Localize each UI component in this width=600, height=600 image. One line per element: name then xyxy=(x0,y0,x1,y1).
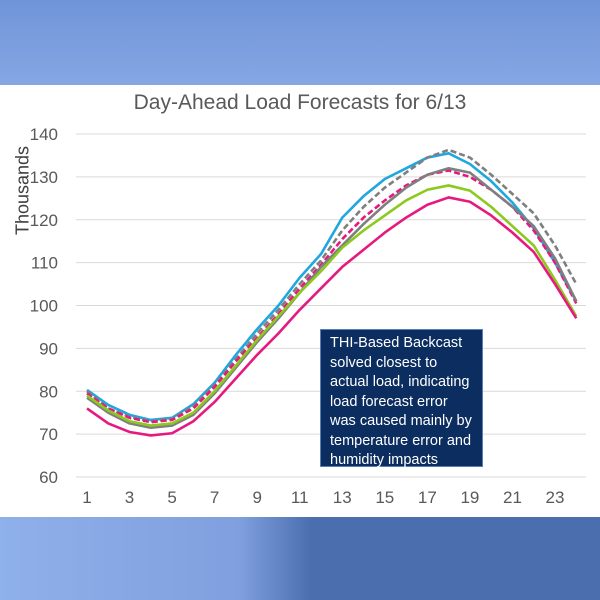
y-tick-label: 120 xyxy=(30,211,58,230)
x-tick-label: 13 xyxy=(333,488,352,507)
series-line-6 xyxy=(86,196,578,437)
x-tick-label: 19 xyxy=(460,488,479,507)
chart-card xyxy=(0,85,600,517)
y-tick-label: 70 xyxy=(39,425,58,444)
x-tick-label: 21 xyxy=(503,488,522,507)
blurred-background xyxy=(0,517,600,600)
y-tick-label: 100 xyxy=(30,297,58,316)
x-tick-label: 7 xyxy=(210,488,219,507)
y-tick-label: 140 xyxy=(30,125,58,144)
y-axis-label: Thousands xyxy=(12,145,33,236)
chart-title: Day-Ahead Load Forecasts for 6/13 xyxy=(133,91,467,114)
x-tick-label: 15 xyxy=(375,488,394,507)
y-tick-label: 60 xyxy=(39,468,58,487)
y-tick-label: 80 xyxy=(39,382,58,401)
x-tick-label: 3 xyxy=(125,488,134,507)
x-tick-label: 9 xyxy=(252,488,261,507)
x-tick-label: 11 xyxy=(291,488,309,507)
y-tick-label: 90 xyxy=(39,339,58,358)
x-tick-label: 23 xyxy=(546,488,565,507)
annotation-box: THI-Based Backcast solved closest to act… xyxy=(320,329,483,468)
series-line-4 xyxy=(86,167,578,429)
series-line-1 xyxy=(86,151,578,422)
x-tick-label: 5 xyxy=(167,488,176,507)
y-tick-label: 110 xyxy=(31,254,58,273)
y-tick-label: 130 xyxy=(30,168,58,187)
series-line-5 xyxy=(86,184,578,427)
x-tick-label: 17 xyxy=(418,488,437,507)
x-tick-label: 1 xyxy=(82,488,91,507)
